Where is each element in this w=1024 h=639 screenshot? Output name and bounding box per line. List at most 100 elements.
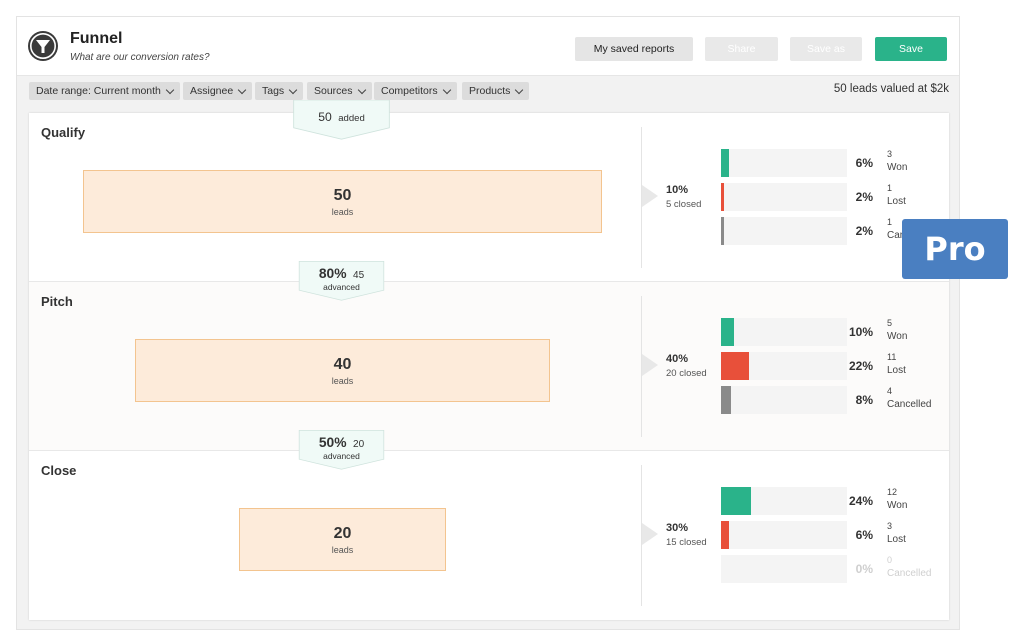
- stage-divider: [641, 296, 642, 437]
- outcome-label: Lost: [887, 534, 906, 545]
- filter-label: Products: [469, 85, 511, 97]
- outcome-bar-fill: [721, 487, 751, 515]
- outcome-percent: 2%: [855, 190, 873, 204]
- stage-closed-label: 15 closed: [666, 537, 707, 548]
- advanced-percent: 50%: [319, 434, 347, 450]
- outcome-label: Lost: [887, 196, 906, 207]
- added-count: 50: [318, 110, 332, 124]
- outcome-bar-fill: [721, 217, 724, 245]
- page-subtitle: What are our conversion rates?: [70, 52, 210, 63]
- filter-bar: Date range: Current month Assignee Tags …: [17, 75, 959, 111]
- advanced-label: advanced: [323, 282, 360, 292]
- funnel-report-window: Funnel What are our conversion rates? My…: [16, 16, 960, 630]
- report-header: Funnel What are our conversion rates? My…: [17, 17, 959, 76]
- stage-name: Pitch: [41, 294, 73, 309]
- stage-leads-label: leads: [331, 206, 354, 217]
- stage-closed-label: 5 closed: [666, 199, 702, 210]
- outcome-percent: 8%: [855, 393, 873, 407]
- outcome-lost[interactable]: 6% 3 Lost: [721, 521, 941, 549]
- stage-leads-box[interactable]: 40 leads: [135, 339, 550, 402]
- outcome-bar-track: [721, 521, 847, 549]
- outcome-cancelled[interactable]: 0% 0 Cancelled: [721, 555, 941, 583]
- chevron-down-icon: [357, 85, 366, 94]
- outcome-label: Won: [887, 162, 908, 173]
- outcome-lost[interactable]: 2% 1 Lost: [721, 183, 941, 211]
- outcome-count: 5: [887, 318, 893, 328]
- stage-leads-box[interactable]: 20 leads: [239, 508, 446, 571]
- chevron-down-icon: [237, 85, 247, 94]
- outcome-percent: 22%: [849, 359, 874, 373]
- filter-label: Tags: [262, 85, 285, 97]
- outcome-won[interactable]: 10% 5 Won: [721, 318, 941, 346]
- chevron-down-icon: [442, 85, 451, 94]
- filter-label: Sources: [314, 85, 353, 97]
- svg-text:50% 20: 50% 20: [319, 434, 365, 450]
- stage-closed-percent: 10%: [666, 184, 689, 196]
- outcome-bar-fill: [721, 521, 729, 549]
- filter-label: Assignee: [190, 85, 234, 97]
- outcome-bar-fill: [721, 318, 734, 346]
- filter-date-range[interactable]: Date range: Current month: [29, 82, 180, 100]
- outcome-bar-fill: [721, 149, 729, 177]
- my-saved-reports-button[interactable]: My saved reports: [575, 37, 693, 61]
- pitch-advanced-connector: 80% 45 advanced: [298, 261, 385, 301]
- funnel-icon: [28, 31, 58, 61]
- outcome-count: 3: [887, 521, 893, 531]
- outcome-label: Cancelled: [887, 399, 932, 410]
- filter-sources[interactable]: Sources: [307, 82, 372, 100]
- stage-close: Close 20 leads 30% 15 closed 24% 12 Won …: [29, 451, 949, 620]
- stage-qualify: Qualify 50 leads 10% 5 closed 6% 3 Won 2…: [29, 113, 949, 282]
- stage-leads-label: leads: [331, 375, 354, 386]
- outcome-count: 3: [887, 149, 893, 159]
- outcome-won[interactable]: 24% 12 Won: [721, 487, 941, 515]
- outcome-percent: 6%: [855, 528, 873, 542]
- outcome-percent: 24%: [849, 494, 874, 508]
- stage-leads-label: leads: [331, 544, 354, 555]
- share-button[interactable]: Share: [705, 37, 778, 61]
- advanced-count: 20: [353, 439, 365, 450]
- stage-divider: [641, 465, 642, 606]
- triangle-right-icon: [642, 523, 658, 545]
- filter-tags[interactable]: Tags: [255, 82, 304, 100]
- save-as-button[interactable]: Save as: [790, 37, 862, 61]
- outcome-bar-track: [721, 318, 847, 346]
- outcome-lost[interactable]: 22% 11 Lost: [721, 352, 941, 380]
- outcome-bar-fill: [721, 352, 749, 380]
- filter-assignee[interactable]: Assignee: [183, 82, 253, 100]
- funnel-card: Qualify 50 leads 10% 5 closed 6% 3 Won 2…: [29, 100, 949, 620]
- filter-competitors[interactable]: Competitors: [374, 82, 457, 100]
- triangle-right-icon: [642, 185, 658, 207]
- stage-name: Close: [41, 463, 77, 478]
- stage-divider: [641, 127, 642, 268]
- advanced-label: advanced: [323, 451, 360, 461]
- outcome-bar-fill: [721, 386, 731, 414]
- filter-label: Date range: Current month: [36, 85, 161, 97]
- stage-closed-percent: 30%: [666, 522, 689, 534]
- outcome-bar-track: [721, 487, 847, 515]
- outcome-won[interactable]: 6% 3 Won: [721, 149, 941, 177]
- outcome-cancelled[interactable]: 2% 1 Cancelled: [721, 217, 941, 245]
- outcome-count: 1: [887, 183, 893, 193]
- stage-name: Qualify: [41, 125, 86, 140]
- svg-text:80% 45: 80% 45: [319, 265, 365, 281]
- outcome-count: 0: [887, 555, 893, 565]
- chevron-down-icon: [288, 85, 298, 94]
- chevron-down-icon: [515, 85, 524, 94]
- outcome-cancelled[interactable]: 8% 4 Cancelled: [721, 386, 941, 414]
- triangle-right-icon: [642, 354, 658, 376]
- outcome-percent: 0%: [855, 562, 873, 576]
- stage-leads-box[interactable]: 50 leads: [83, 170, 602, 233]
- chevron-down-icon: [165, 85, 175, 94]
- outcome-percent: 2%: [855, 224, 873, 238]
- outcome-label: Lost: [887, 365, 906, 376]
- advanced-count: 45: [353, 270, 365, 281]
- outcome-count: 4: [887, 386, 893, 396]
- save-button[interactable]: Save: [875, 37, 947, 61]
- filter-products[interactable]: Products: [462, 82, 530, 100]
- outcome-bar-track: [721, 555, 847, 583]
- pro-badge: Pro: [902, 219, 1008, 279]
- added-label: added: [338, 113, 365, 124]
- outcome-label: Cancelled: [887, 568, 932, 579]
- outcome-label: Won: [887, 331, 908, 342]
- leads-summary: 50 leads valued at $2k: [833, 83, 949, 95]
